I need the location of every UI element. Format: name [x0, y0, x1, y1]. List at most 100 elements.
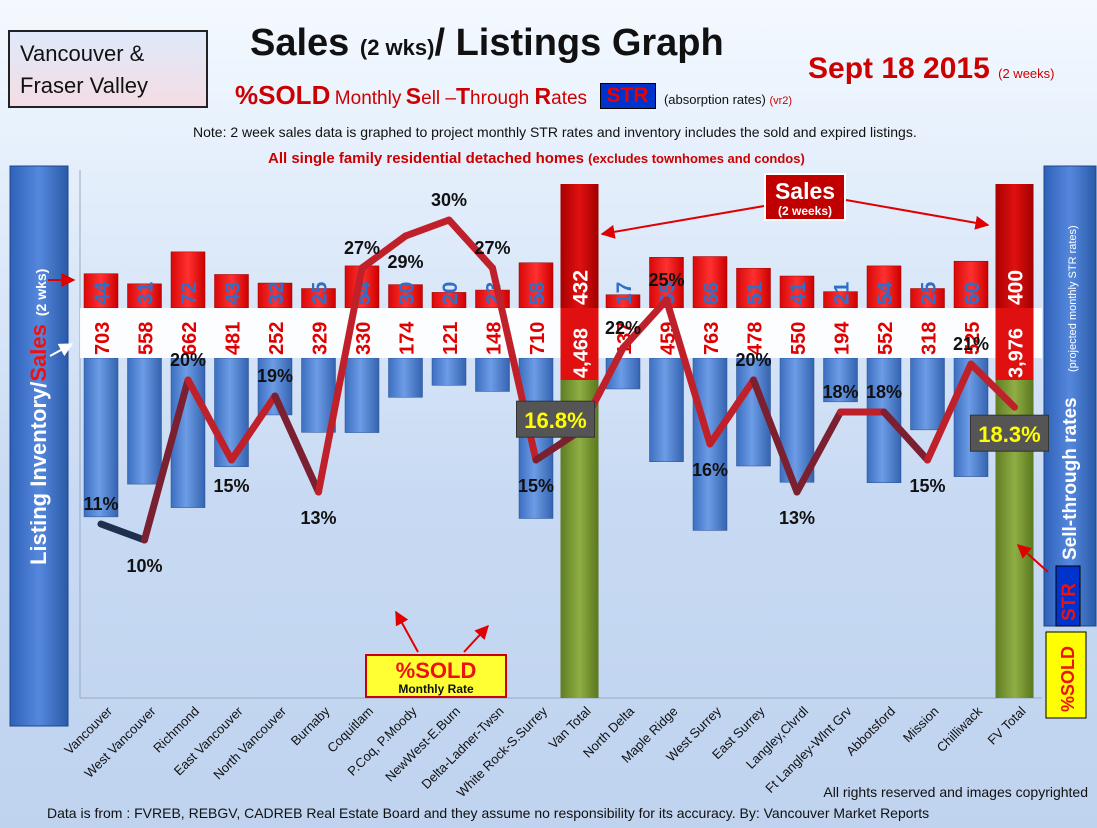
note-text: Note: 2 week sales data is graphed to pr… — [193, 124, 917, 140]
logo-box: Vancouver & Fraser Valley — [8, 30, 208, 108]
sales-value-label: 44 — [91, 281, 114, 305]
sales-value-label: 51 — [744, 281, 767, 305]
inventory-value-label: 558 — [136, 322, 158, 355]
sales-bar — [83, 273, 119, 309]
sold-line-segment — [271, 392, 322, 496]
subnote: All single family residential detached h… — [268, 150, 805, 167]
sold-line-segment — [750, 376, 801, 496]
sold-line-segment — [619, 296, 670, 352]
footer-source: Data is from : FVREB, REBGV, CADREB Real… — [47, 805, 930, 821]
sales-value-label: 58 — [526, 281, 549, 305]
right-sold-badge — [1045, 631, 1087, 719]
sales-value-label: 21 — [831, 281, 854, 305]
subnote-main: All single family residential detached h… — [268, 150, 584, 167]
inventory-value-label: 330 — [353, 322, 375, 355]
logo-line1: Vancouver & — [20, 41, 145, 66]
subtitle: %SOLD Monthly Sell –Through Rates STR (a… — [235, 80, 792, 111]
sales-value-label: 41 — [787, 281, 810, 305]
sales-value-label: 432 — [570, 270, 593, 305]
total-percent-label: 18.3% — [978, 422, 1040, 447]
sales-value-label: 17 — [613, 282, 636, 305]
percent-label: 20% — [170, 350, 206, 370]
sales-callout-text: Sales — [775, 178, 835, 204]
x-axis-label: North Vancouver — [210, 703, 289, 782]
sales-callout-sub: (2 weeks) — [778, 204, 832, 218]
str-description: (absorption rates) — [663, 92, 766, 107]
sold-line-segment — [880, 408, 931, 464]
percent-label: 30% — [431, 190, 467, 210]
inventory-bar — [649, 357, 684, 462]
left-axis-title-c: (2 wks) — [33, 269, 49, 316]
sold-line-segment — [445, 216, 496, 272]
sub-s: S — [405, 83, 422, 109]
sales-value-label: 66 — [700, 282, 723, 305]
x-axis-label: Mission — [900, 704, 942, 746]
sold-line-segment — [793, 408, 844, 496]
subnote-paren: (excludes townhomes and condos) — [588, 151, 805, 166]
inventory-value-label: 763 — [701, 322, 723, 355]
percent-label: 11% — [83, 494, 118, 514]
left-axis-title: Listing Inventory/Sales (2 wks) — [26, 269, 51, 565]
right-axis-subtitle: (projected monthly STR rates) — [1067, 225, 1079, 372]
inventory-value-label: 481 — [223, 322, 245, 355]
percent-label: 29% — [387, 252, 423, 272]
sales-bar — [127, 283, 162, 309]
percent-label: 21% — [953, 334, 989, 354]
sold-line-segment — [402, 216, 453, 240]
inventory-value-label: 710 — [527, 322, 549, 355]
percent-label: 16% — [692, 460, 728, 480]
sales-value-label: 20 — [439, 282, 462, 305]
title-sales: Sales — [250, 22, 350, 64]
sales-value-label: 72 — [178, 282, 201, 305]
sub-t: T — [455, 83, 471, 109]
right-axis-panel — [1043, 165, 1097, 627]
x-axis-label: NewWest-E.Burn — [382, 704, 463, 785]
percent-label: 15% — [213, 476, 249, 496]
sales-value-label: 400 — [1005, 270, 1028, 305]
str-badge: STR — [599, 83, 656, 109]
sales-bar — [214, 274, 249, 309]
total-inventory-label-bg — [995, 308, 1034, 380]
total-percent-box — [516, 400, 595, 438]
sub-ell: ell – — [421, 88, 456, 109]
inventory-value-label: 703 — [92, 322, 114, 355]
bars-layer: 44 31 72 43 32 25 54 30 20 23 58 432 17 65 66 51 41 21 54 2… — [83, 184, 1034, 698]
sold-line-segment — [358, 232, 409, 272]
logo-line2: Fraser Valley — [20, 73, 148, 98]
sold-callout-text: %SOLD — [396, 658, 477, 683]
sold-line-segment — [97, 520, 148, 544]
sales-value-label: 43 — [222, 282, 245, 305]
inventory-bar — [823, 357, 858, 403]
total-sales-bar — [995, 184, 1034, 308]
inventory-value-label: 318 — [919, 322, 941, 355]
sold-callout-arrow-left — [395, 610, 419, 653]
sold-line-segment — [315, 264, 366, 496]
x-axis-label: Delta-Ladner-Twsn — [418, 704, 506, 792]
percent-label: 15% — [518, 476, 554, 496]
inventory-bar — [388, 357, 423, 398]
sub-r: R — [534, 83, 552, 109]
percent-label: 27% — [474, 238, 510, 258]
title-2wks: (2 wks) — [359, 35, 435, 60]
sales-callout-arrow-right — [845, 199, 990, 230]
inventory-value-label: 148 — [484, 322, 506, 355]
report-date: Sept 18 2015 (2 weeks) — [808, 52, 1055, 86]
right-sold-label: %SOLD — [1058, 646, 1078, 712]
left-axis-panel — [9, 165, 69, 727]
subtitle-sold: %SOLD — [235, 80, 331, 110]
inventory-value-label: 174 — [397, 321, 419, 355]
date-note: (2 weeks) — [998, 66, 1055, 81]
percent-label: 22% — [605, 318, 641, 338]
sales-value-label: 25 — [918, 281, 941, 305]
inventory-value-label: 550 — [788, 322, 810, 355]
total-percent-label: 16.8% — [524, 408, 586, 433]
x-axis-label: Ft Langley-Wlnt Grv — [762, 703, 855, 796]
inventory-value-label: 3,976 — [1006, 328, 1028, 378]
sales-value-label: 31 — [135, 281, 158, 305]
inventory-bar — [431, 357, 467, 386]
sales-bar — [866, 265, 902, 309]
sales-bar — [518, 262, 554, 309]
inventory-value-label: 552 — [875, 322, 897, 355]
percent-label: 13% — [779, 508, 815, 528]
sold-callout-sub: Monthly Rate — [398, 682, 474, 696]
